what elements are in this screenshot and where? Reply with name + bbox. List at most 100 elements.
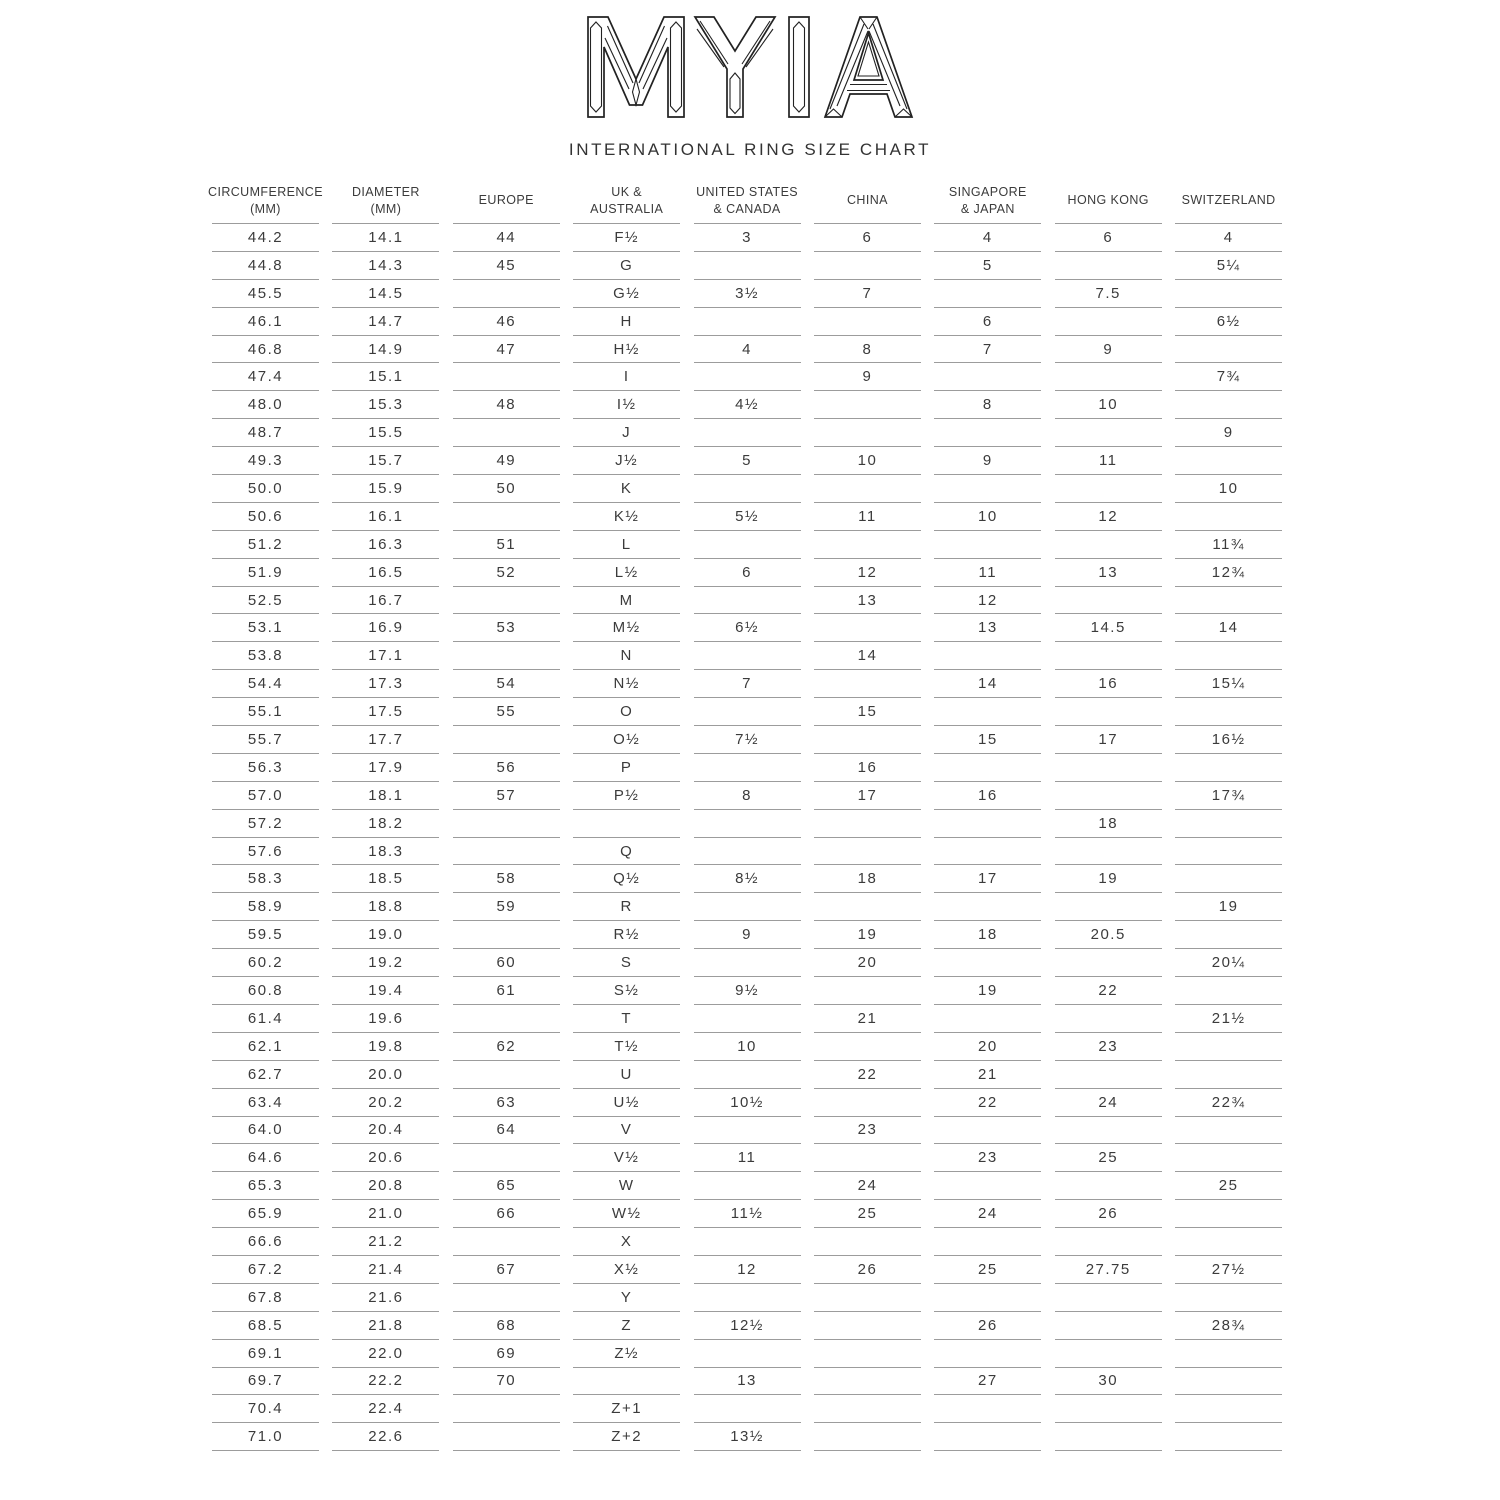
cell-singapore-japan: 9 [934,447,1042,476]
cell-circumference: 48.0 [212,391,319,420]
cell-europe [452,363,560,392]
cell-diameter: 18.1 [332,782,440,810]
cell-diameter: 19.8 [332,1033,440,1061]
cell-circumference: 67.8 [212,1284,319,1312]
cell-circumference: 62.1 [212,1033,319,1061]
table-row: 62.1 19.8 62 T½ 10 20 23 [212,1033,1283,1061]
cell-diameter: 20.2 [332,1089,440,1117]
cell-diameter: 18.3 [332,838,440,866]
cell-singapore-japan [934,698,1042,727]
cell-circumference: 48.7 [212,419,319,448]
cell-china: 19 [813,921,921,950]
cell-switzerland [1175,1117,1283,1145]
column-header-hong-kong: HONG KONG [1054,178,1162,224]
cell-switzerland [1175,977,1283,1005]
table-row: 64.6 20.6 V½ 11 23 25 [212,1144,1283,1173]
cell-china: 13 [813,587,921,615]
table-row: 45.5 14.5 G½ 3½ 7 7.5 [212,280,1283,308]
cell-china: 16 [813,754,921,782]
table-row: 59.5 19.0 R½ 9 19 18 20.5 [212,921,1283,950]
cell-circumference: 57.2 [212,810,319,838]
cell-hong-kong [1054,949,1162,978]
cell-uk-australia: H½ [573,336,681,364]
cell-singapore-japan: 22 [934,1089,1042,1117]
cell-europe: 48 [452,391,560,420]
table-row: 52.5 16.7 M 13 12 [212,587,1283,615]
cell-switzerland: 22¾ [1175,1089,1283,1117]
cell-uk-australia: N½ [573,670,681,699]
table-row: 47.4 15.1 I 9 7¾ [212,363,1283,392]
cell-china: 10 [813,447,921,476]
cell-us-canada [693,1340,801,1368]
cell-uk-australia: P [573,754,681,782]
cell-diameter: 14.5 [332,280,440,308]
cell-europe [452,1061,560,1089]
cell-circumference: 54.4 [212,670,319,699]
cell-us-canada: 7½ [693,726,801,754]
cell-circumference: 58.9 [212,893,319,922]
cell-circumference: 57.0 [212,782,319,810]
cell-europe: 53 [452,614,560,643]
cell-diameter: 20.4 [332,1117,440,1145]
page-title: INTERNATIONAL RING SIZE CHART [568,140,932,159]
cell-switzerland: 10 [1175,475,1283,503]
cell-us-canada: 12 [693,1256,801,1284]
table-row: 67.2 21.4 67 X½ 12 26 25 27.75 27½ [212,1256,1283,1284]
cell-singapore-japan [934,280,1042,308]
cell-circumference: 67.2 [212,1256,319,1284]
cell-switzerland: 4 [1175,224,1283,252]
table-row: 50.0 15.9 50 K 10 [212,475,1283,503]
cell-europe: 50 [452,475,560,503]
cell-china: 8 [813,336,921,364]
table-row: 46.1 14.7 46 H 6 6½ [212,308,1283,336]
cell-singapore-japan [934,949,1042,978]
cell-circumference: 63.4 [212,1089,319,1117]
cell-diameter: 18.5 [332,865,440,894]
cell-us-canada [693,698,801,727]
cell-china [813,1395,921,1424]
cell-singapore-japan: 24 [934,1200,1042,1229]
cell-circumference: 70.4 [212,1395,319,1424]
cell-hong-kong [1054,838,1162,866]
cell-europe [452,1228,560,1256]
cell-singapore-japan [934,754,1042,782]
cell-us-canada: 11½ [693,1200,801,1229]
cell-us-canada [693,587,801,615]
cell-singapore-japan: 14 [934,670,1042,699]
cell-hong-kong [1054,1340,1162,1368]
cell-uk-australia: Z [573,1312,681,1340]
cell-hong-kong: 20.5 [1054,921,1162,950]
cell-us-canada: 10½ [693,1089,801,1117]
cell-china: 15 [813,698,921,727]
cell-singapore-japan [934,810,1042,838]
cell-uk-australia: Y [573,1284,681,1312]
cell-hong-kong: 13 [1054,559,1162,587]
cell-switzerland [1175,810,1283,838]
cell-china [813,810,921,838]
cell-us-canada [693,1228,801,1256]
brand-header: INTERNATIONAL RING SIZE CHART [0,16,1500,160]
cell-switzerland: 11¾ [1175,531,1283,559]
cell-us-canada: 4½ [693,391,801,420]
cell-switzerland: 5¼ [1175,252,1283,280]
cell-switzerland: 27½ [1175,1256,1283,1284]
cell-uk-australia: Q½ [573,865,681,894]
cell-uk-australia: S½ [573,977,681,1005]
cell-us-canada: 8½ [693,865,801,894]
cell-diameter: 15.7 [332,447,440,476]
table-row: 68.5 21.8 68 Z 12½ 26 28¾ [212,1312,1283,1340]
cell-europe [452,921,560,950]
cell-europe: 60 [452,949,560,978]
cell-singapore-japan [934,1005,1042,1033]
cell-europe: 64 [452,1117,560,1145]
cell-circumference: 46.8 [212,336,319,364]
cell-us-canada: 8 [693,782,801,810]
table-header-row: CIRCUMFERENCE (MM) DIAMETER (MM) EUROPE UK … [208,178,1283,224]
cell-singapore-japan: 16 [934,782,1042,810]
cell-europe: 54 [452,670,560,699]
cell-diameter: 14.7 [332,308,440,336]
cell-us-canada: 3 [693,224,801,252]
cell-europe: 65 [452,1172,560,1201]
cell-circumference: 44.2 [212,224,319,252]
cell-us-canada [693,531,801,559]
